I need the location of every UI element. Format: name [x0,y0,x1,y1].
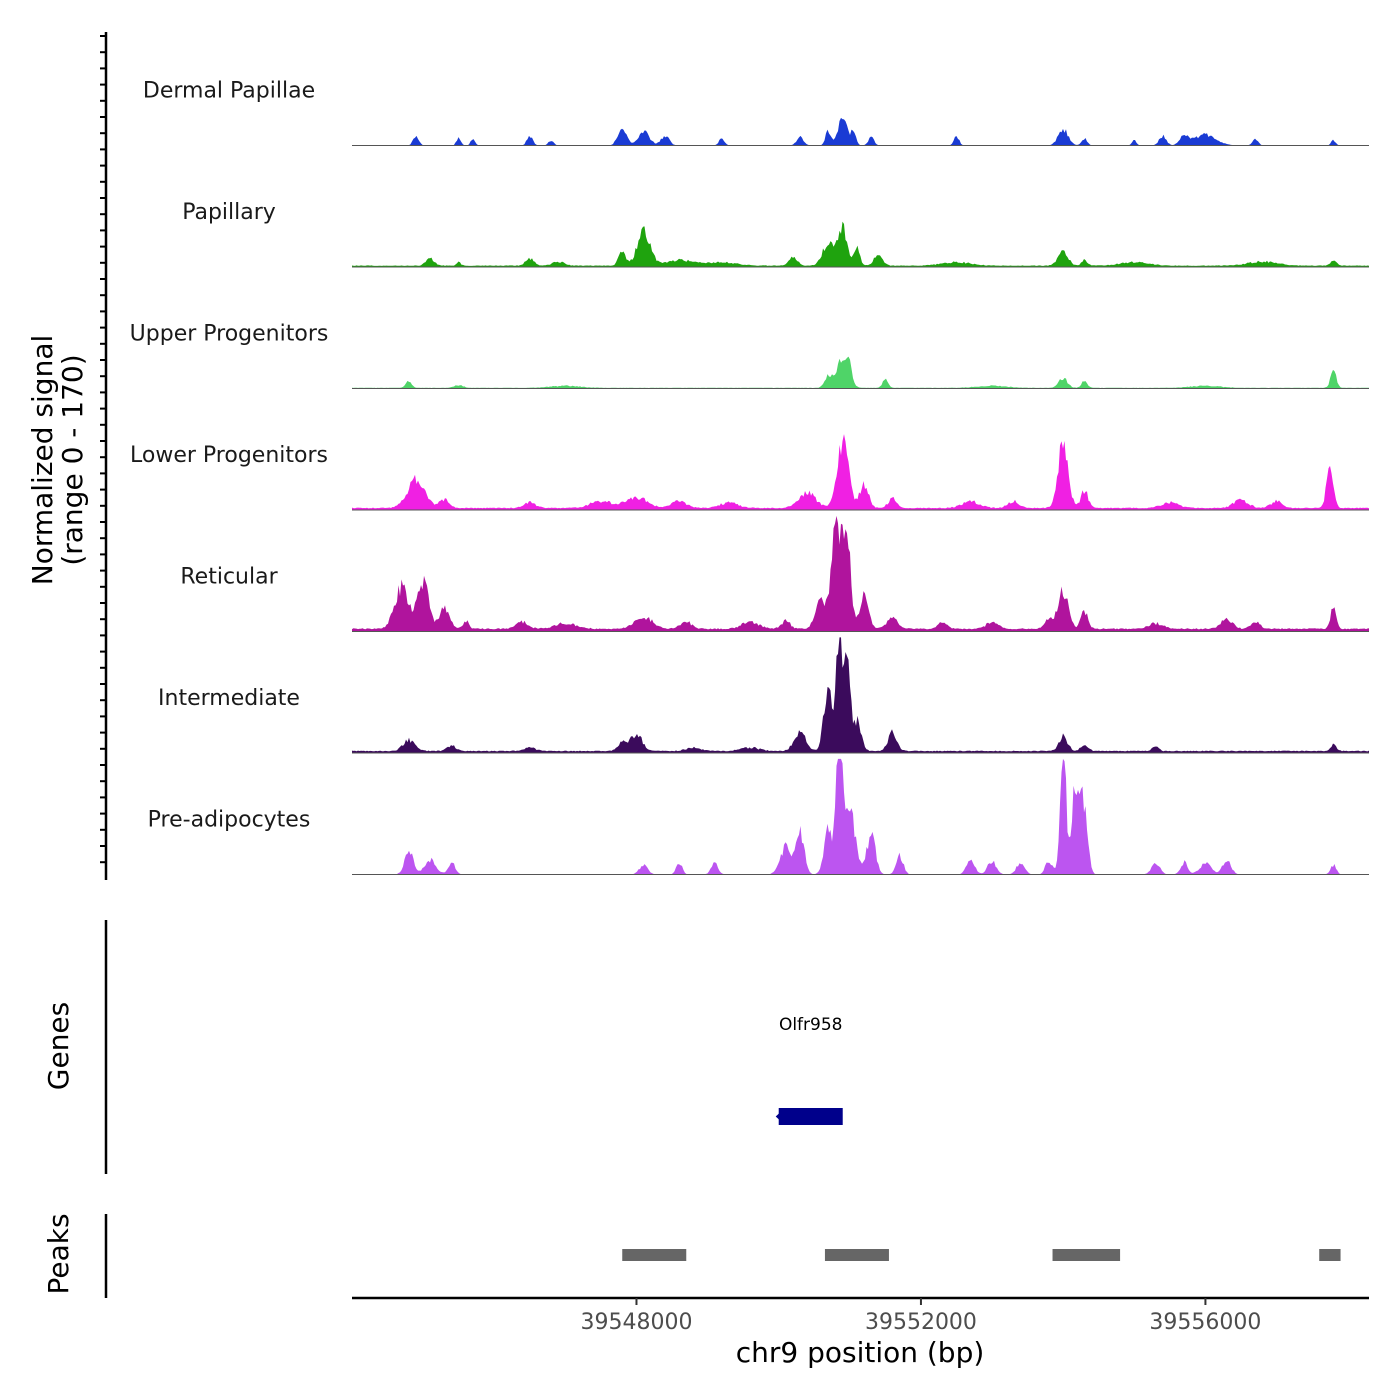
genes-panel-title: Genes [42,1002,75,1090]
gene-body-olfr958 [778,1108,843,1125]
signal-area-pre-adipocytes [352,758,1369,875]
signal-area-reticular [352,515,1369,632]
track-label-papillary: Papillary [182,200,276,225]
signal-area-lower-progenitors [352,434,1369,510]
x-tick-label: 39556000 [1149,1310,1261,1335]
genes-panel: Olfr958 [775,1015,843,1125]
gene-label: Olfr958 [779,1015,843,1035]
peak-region [622,1249,687,1261]
peaks-panel [622,1249,1341,1261]
peak-region [1319,1249,1341,1261]
track-label-upper-progenitors: Upper Progenitors [130,322,329,347]
x-tick-label: 39548000 [580,1310,692,1335]
signal-area-papillary [352,221,1369,267]
track-label-intermediate: Intermediate [158,686,300,711]
signal-area-upper-progenitors [352,356,1369,389]
gene-strand-arrow [775,1110,783,1123]
x-axis-title: chr9 position (bp) [736,1336,985,1369]
peak-region [1052,1249,1121,1261]
peaks-panel-title: Peaks [42,1213,75,1294]
y-axis-title-line1: Normalized signal [26,335,59,586]
signal-area-intermediate [352,637,1369,753]
track-label-lower-progenitors: Lower Progenitors [130,443,328,468]
track-labels: Dermal Papillae Papillary Upper Progenitor… [130,79,329,833]
y-axis-title-line2: (range 0 - 170) [56,354,89,565]
signal-area-dermal-papillae [352,117,1369,146]
track-label-pre-adipocytes: Pre-adipocytes [148,808,311,833]
x-tick-label: 39552000 [865,1310,977,1335]
track-label-dermal-papillae: Dermal Papillae [143,79,315,104]
track-label-reticular: Reticular [180,565,278,590]
peak-region [824,1249,889,1261]
x-axis: 39548000 39552000 39556000 [352,1296,1369,1335]
signal-tracks [352,117,1369,875]
left-axes [100,32,108,1298]
